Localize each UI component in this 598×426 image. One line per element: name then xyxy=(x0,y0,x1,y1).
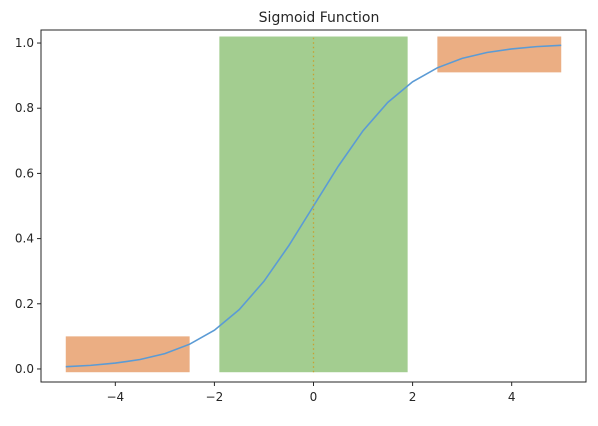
plot-area xyxy=(65,36,562,373)
x-tick-label: −4 xyxy=(106,390,124,404)
shaded-region-2 xyxy=(437,36,562,73)
y-tick-label: 0.0 xyxy=(15,362,34,376)
chart-title: Sigmoid Function xyxy=(259,10,380,26)
y-tick-label: 0.4 xyxy=(15,232,34,246)
x-tick-label: −2 xyxy=(206,390,224,404)
y-tick-label: 1.0 xyxy=(15,36,34,50)
y-tick-label: 0.8 xyxy=(15,101,34,115)
x-axis: −4 −2 0 2 4 xyxy=(106,382,516,404)
x-tick-label: 2 xyxy=(409,390,417,404)
x-tick-label: 4 xyxy=(508,390,516,404)
sigmoid-line-0 xyxy=(65,44,562,368)
y-axis: 0.0 0.2 0.4 0.6 0.8 1.0 xyxy=(15,36,41,376)
y-tick-label: 0.6 xyxy=(15,166,34,180)
y-tick-label: 0.2 xyxy=(15,297,34,311)
x-tick-label: 0 xyxy=(310,390,318,404)
shaded-region-0 xyxy=(65,336,190,373)
